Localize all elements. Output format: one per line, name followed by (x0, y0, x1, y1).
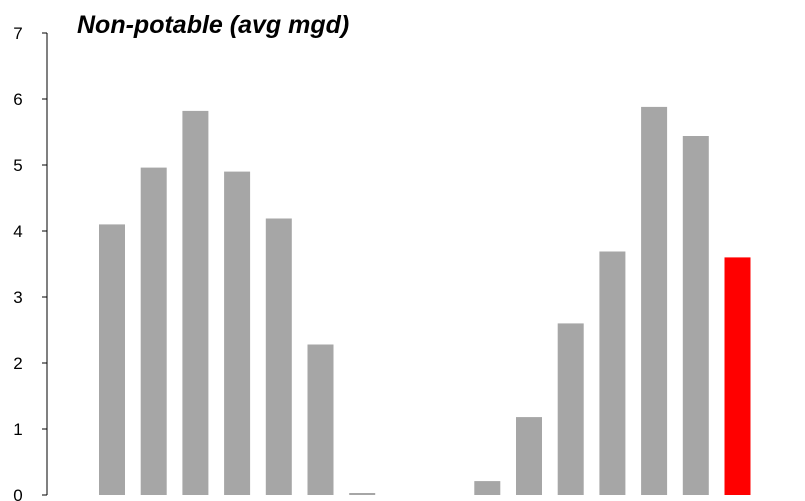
y-tick-label: 6 (13, 90, 22, 109)
bar (599, 251, 626, 495)
bar (474, 481, 501, 495)
bar (182, 110, 209, 496)
bar (557, 323, 584, 495)
y-tick-label: 1 (13, 420, 22, 439)
bar (140, 167, 167, 495)
y-tick-label: 4 (13, 222, 22, 241)
bar (724, 257, 751, 495)
y-tick-label: 7 (13, 24, 22, 43)
bar (516, 417, 542, 495)
bar (349, 493, 376, 495)
y-tick-label: 2 (13, 354, 22, 373)
bar (99, 224, 125, 495)
bar (307, 344, 334, 495)
bar (641, 106, 668, 496)
y-tick-label: 0 (13, 486, 22, 501)
y-tick-label: 5 (13, 156, 22, 175)
bar (682, 136, 709, 495)
y-axis: 0 1 2 3 4 5 6 7 (13, 24, 48, 501)
bar (265, 218, 292, 495)
bar (224, 171, 251, 495)
chart-title: Non-potable (avg mgd) (77, 11, 349, 39)
bars-group (99, 106, 751, 496)
y-tick-label: 3 (13, 288, 22, 307)
